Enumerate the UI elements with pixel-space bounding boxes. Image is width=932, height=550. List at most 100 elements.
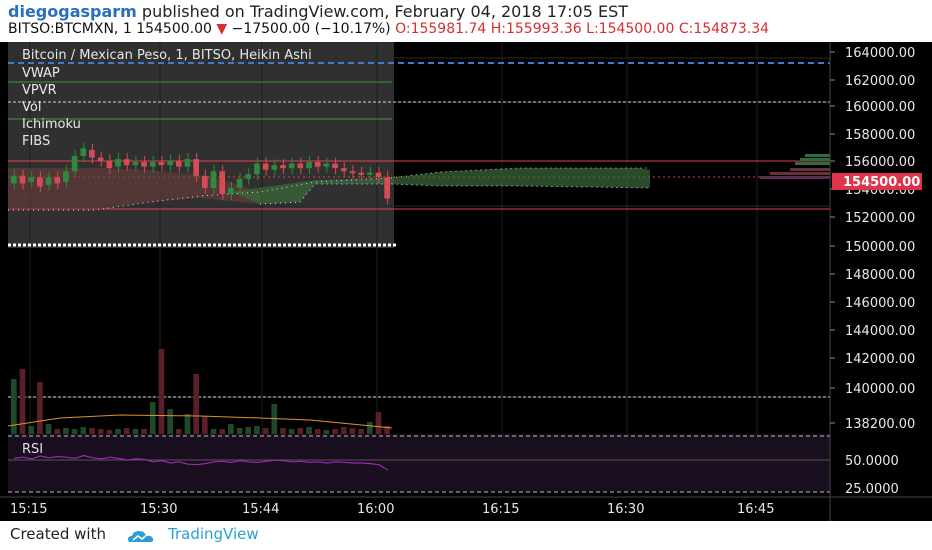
candle — [115, 159, 121, 167]
price-change: −17500.00 (−10.17%) — [231, 21, 391, 37]
down-arrow-icon: ▼ — [216, 21, 228, 37]
candle — [271, 165, 278, 170]
high-value: H:155993.36 — [490, 21, 582, 37]
candle — [71, 155, 78, 172]
footer: Created with TradingView — [0, 521, 932, 550]
vpvr-bar — [770, 172, 830, 175]
symbol-label: BITSO:BTCMXN, 1 — [8, 21, 132, 37]
volume-bar — [332, 429, 338, 434]
ichimoku-cloud-green — [230, 168, 650, 204]
volume-bar — [123, 428, 130, 434]
volume-bar — [349, 428, 356, 434]
legend-vol[interactable]: Vol — [22, 100, 42, 115]
legend-title: Bitcoin / Mexican Peso, 1, BITSO, Heikin… — [22, 48, 312, 63]
open-value: O:155981.74 — [395, 21, 487, 37]
x-tick-label: 16:30 — [607, 502, 644, 517]
volume-bar — [340, 427, 347, 434]
volume-bar — [358, 429, 364, 434]
candle — [184, 159, 191, 167]
volume-bar — [106, 430, 113, 434]
publish-info: published on TradingView.com, February 0… — [141, 2, 629, 21]
candle — [158, 162, 165, 166]
y-tick-label: 148000.00 — [845, 268, 915, 283]
volume-bar — [297, 428, 304, 434]
legend-ichimoku[interactable]: Ichimoku — [22, 117, 81, 132]
volume-bar — [366, 422, 373, 434]
chart-area[interactable]: 164000.00 162000.00 160000.00 158000.00 1560… — [0, 42, 932, 521]
y-tick-label: 156000.00 — [845, 155, 915, 170]
candle — [236, 178, 243, 188]
vpvr-bar — [795, 162, 830, 165]
volume-bar — [323, 430, 330, 434]
tradingview-brand-link[interactable]: TradingView — [168, 525, 259, 543]
volume-bar — [89, 428, 95, 434]
y-tick-label: 140000.00 — [845, 382, 915, 397]
volume-bar — [45, 424, 52, 434]
close-value: C:154873.34 — [678, 21, 770, 37]
price-chart[interactable]: 164000.00 162000.00 160000.00 158000.00 1560… — [0, 42, 932, 521]
volume-bar — [37, 382, 43, 434]
current-price-label: 154500.00 — [843, 175, 920, 190]
candle — [97, 157, 104, 161]
volume-bar — [132, 429, 139, 434]
candle — [63, 171, 69, 182]
candle — [228, 187, 234, 195]
volume-bar — [19, 369, 26, 434]
volume-bar — [236, 428, 243, 434]
current-price-badge — [832, 173, 922, 190]
candle — [175, 160, 182, 167]
candle — [332, 163, 338, 169]
candle — [314, 162, 321, 167]
candle — [37, 177, 43, 187]
x-tick-label: 15:44 — [242, 502, 279, 517]
y-tick-label: 164000.00 — [845, 46, 915, 61]
vpvr-bar — [805, 154, 830, 157]
candle — [262, 163, 269, 170]
legend-vwap[interactable]: VWAP — [22, 66, 60, 81]
vwap-line — [7, 414, 393, 429]
candle — [45, 177, 52, 185]
volume-bar — [314, 429, 321, 434]
candle — [366, 172, 373, 175]
volume-bar — [288, 429, 295, 434]
volume-bar — [54, 429, 61, 434]
rsi-line — [14, 454, 389, 471]
candle — [306, 162, 312, 169]
created-with-label: Created with — [10, 525, 106, 543]
volume-bar — [375, 412, 382, 434]
low-value: L:154500.00 — [586, 21, 675, 37]
volume-bar — [306, 427, 312, 434]
volume-bar — [11, 379, 17, 434]
x-tick-label: 16:45 — [737, 502, 774, 517]
vpvr-bar — [790, 168, 830, 171]
ohlc-line: BITSO:BTCMXN, 1 154500.00 ▼ −17500.00 (−… — [8, 21, 769, 37]
y-tick-label: 162000.00 — [845, 74, 915, 89]
candle — [288, 163, 295, 169]
y-tick-label: 160000.00 — [845, 100, 915, 115]
candle — [340, 168, 347, 172]
volume-bar — [115, 429, 121, 434]
candle — [167, 160, 173, 166]
x-tick-label: 15:15 — [10, 502, 47, 517]
candle — [323, 163, 330, 167]
candle — [375, 172, 382, 178]
candle — [349, 171, 356, 174]
candle — [219, 171, 226, 195]
legend-vpvr[interactable]: VPVR — [22, 83, 57, 98]
candle — [19, 175, 26, 184]
y-tick-label: 150000.00 — [845, 240, 915, 255]
volume-bar — [158, 349, 165, 434]
x-tick-label: 15:30 — [140, 502, 177, 517]
rsi-tick-label: 25.0000 — [845, 482, 899, 497]
candle — [297, 163, 304, 169]
volume-bar — [219, 429, 226, 434]
candle — [280, 165, 286, 169]
candle — [358, 172, 364, 175]
candle — [106, 160, 113, 169]
author-link[interactable]: diegogasparm — [8, 2, 137, 21]
legend-fibs[interactable]: FIBS — [22, 134, 51, 149]
y-tick-label: 138200.00 — [845, 417, 915, 432]
volume-bar — [149, 402, 156, 434]
candle — [149, 162, 156, 167]
rsi-tick-label: 50.0000 — [845, 454, 899, 469]
